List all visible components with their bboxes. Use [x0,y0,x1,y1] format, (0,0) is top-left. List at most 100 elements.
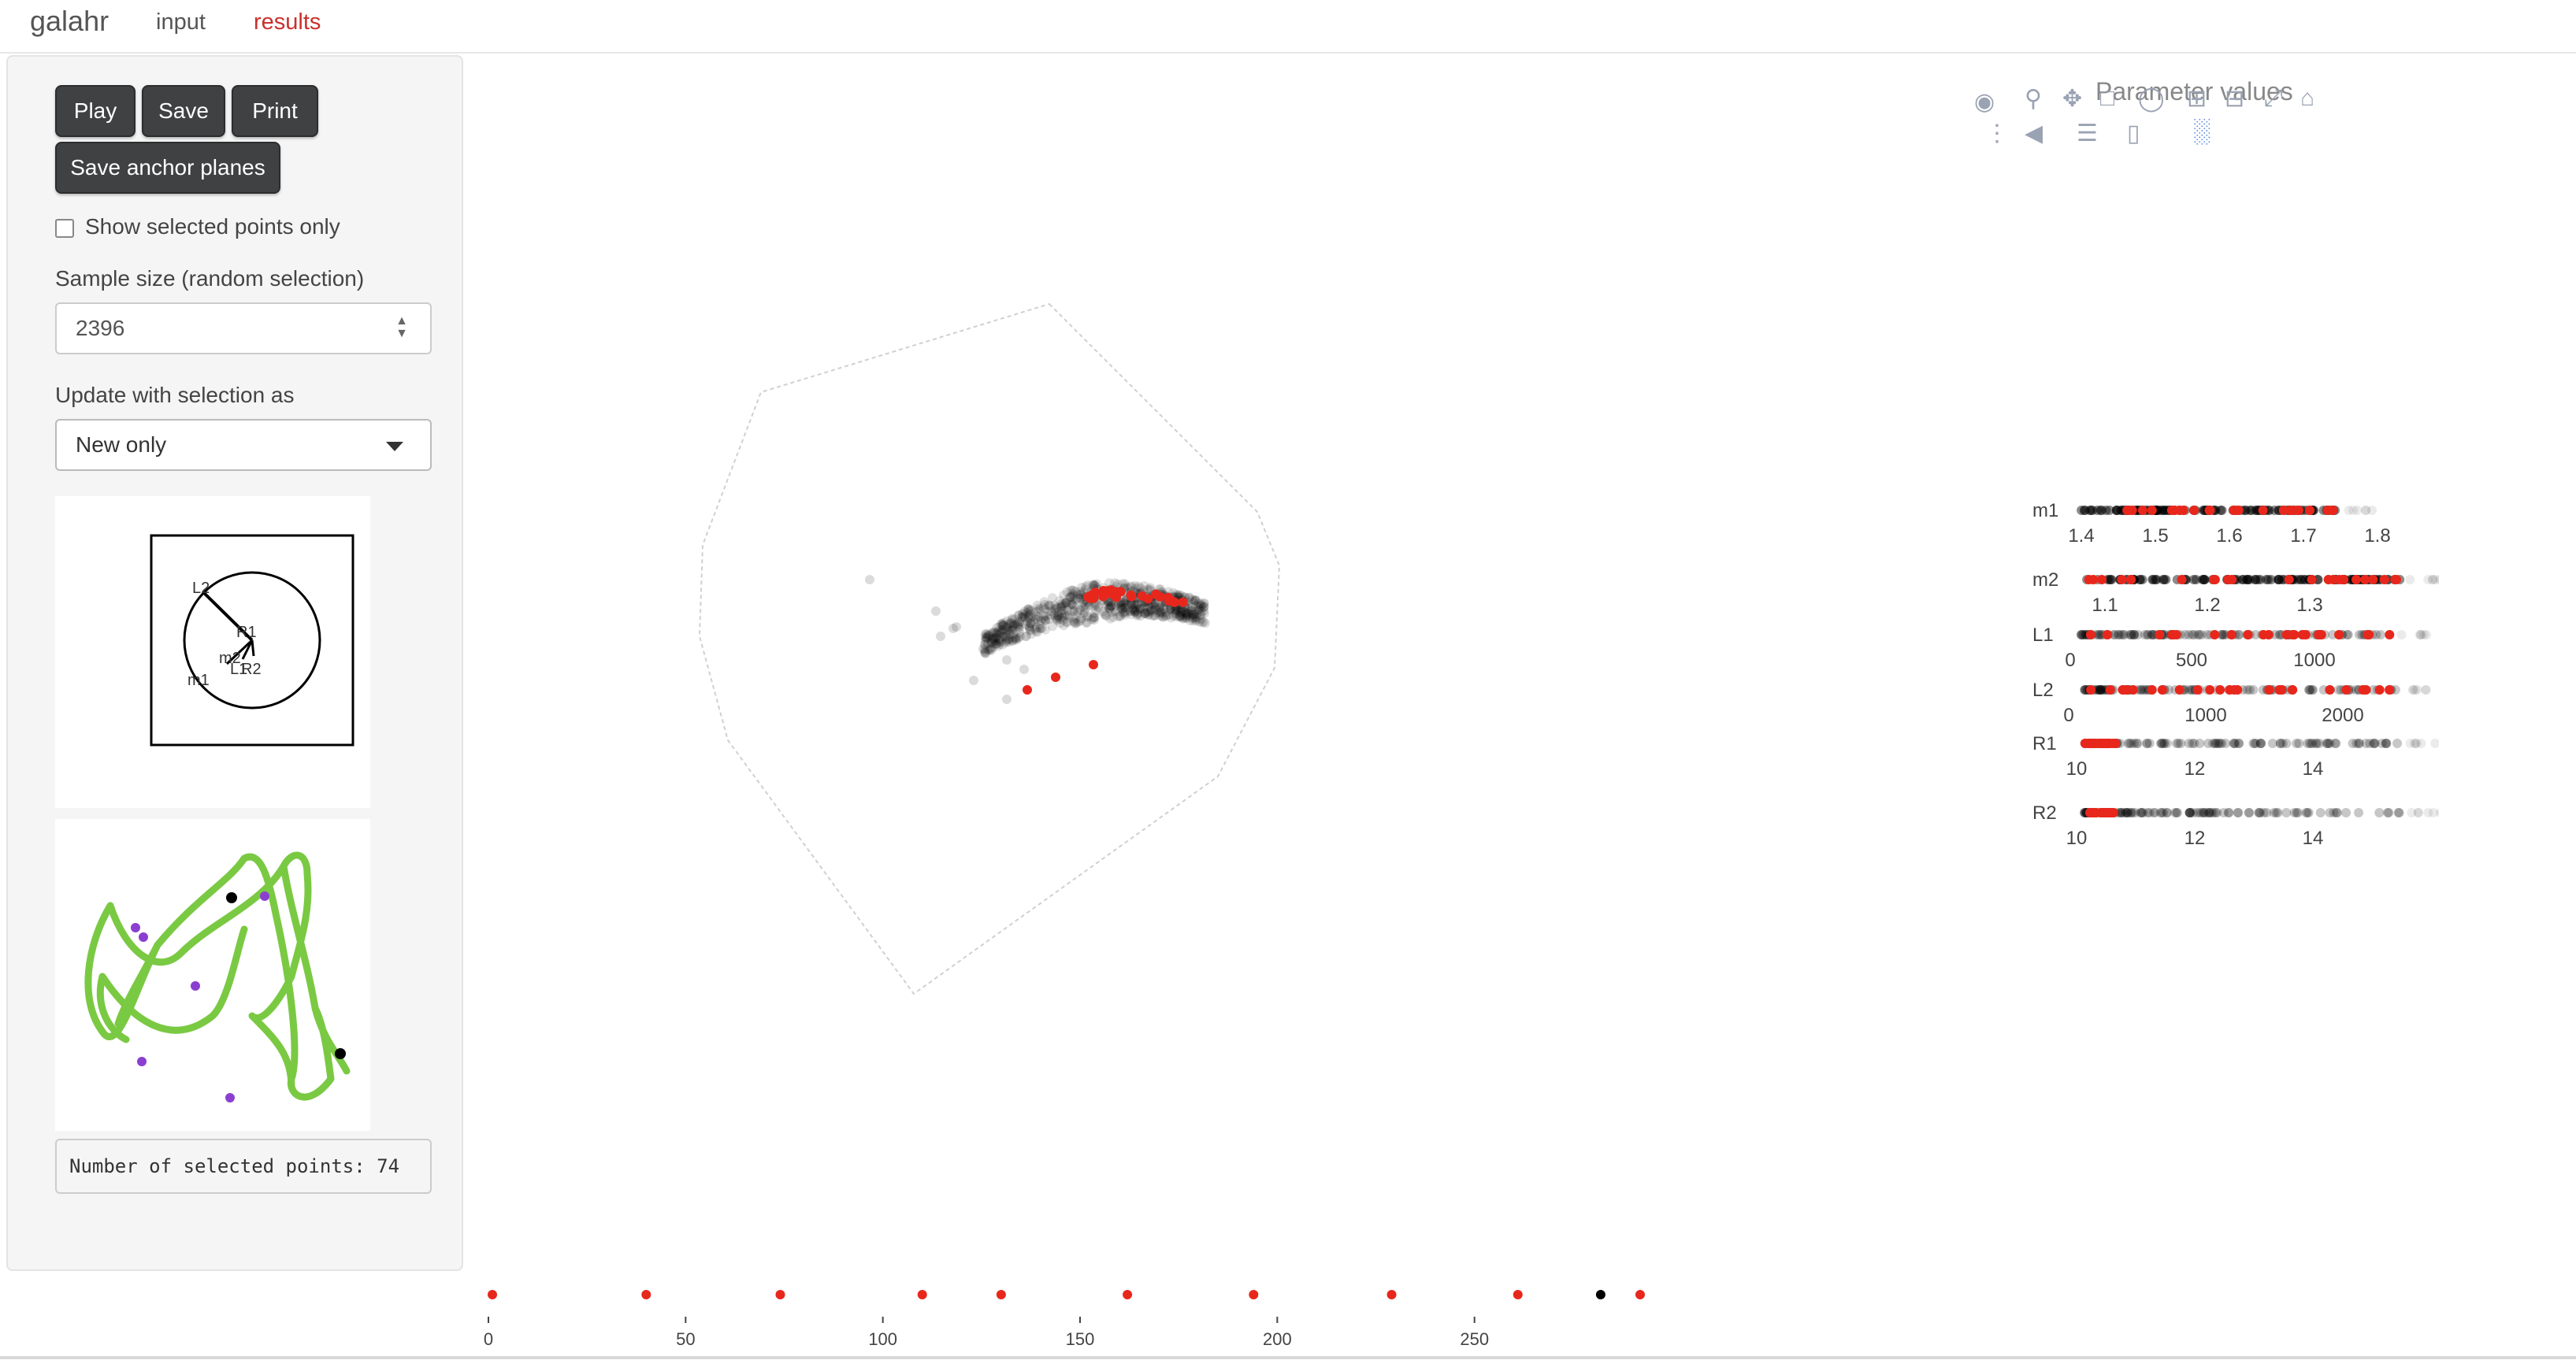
data-point [1149,599,1160,610]
data-point [980,639,990,650]
timeline-anchor-point[interactable] [1249,1290,1259,1299]
projection-plot-panel[interactable] [481,85,1662,1266]
timeline-anchor-point[interactable] [1513,1290,1523,1299]
strip-selected-point [2385,630,2395,639]
data-point [1196,598,1206,609]
strip-point [2191,575,2201,584]
strip-point [2384,808,2394,817]
data-point [1089,608,1100,618]
data-point [981,628,991,639]
timeline-anchor-point[interactable] [1386,1290,1397,1299]
strip-selected-point [2392,575,2402,584]
histogram-icon[interactable]: ░ [2193,118,2210,144]
hover-closest-icon[interactable]: ◀ [2025,120,2043,146]
strip-point [2080,506,2090,515]
data-point [1052,615,1062,625]
strip-selected-point [2385,685,2395,695]
data-point [1078,602,1089,612]
data-point [982,632,991,643]
box-select-icon[interactable]: □ [2100,85,2115,111]
nav-tab-results[interactable]: results [254,9,321,35]
strip-point [2194,630,2204,639]
strip-point [2315,808,2325,817]
strip-point [2158,808,2169,817]
data-point [1127,600,1137,610]
data-point [1015,632,1025,642]
save-anchor-planes-button[interactable]: Save anchor planes [55,142,280,194]
strip-point [2208,739,2218,748]
timeline-panel[interactable]: 0 50 100 150 200 250 [481,1269,1662,1356]
zoom-in-icon[interactable]: ⊞ [2187,86,2207,112]
timeline-plot[interactable]: 0 50 100 150 200 250 [481,1269,1662,1356]
save-button[interactable]: Save [142,85,225,137]
show-selected-checkbox[interactable] [55,219,74,238]
data-point [1196,610,1206,620]
nav-tab-input[interactable]: input [156,9,206,35]
data-point [1177,605,1187,615]
toggle-legend-icon[interactable]: ▯ [2127,120,2140,146]
data-point [1171,608,1181,618]
play-button[interactable]: Play [55,85,135,137]
timeline-anchor-point[interactable] [996,1290,1006,1299]
strip-point [2125,808,2136,817]
projection-plot[interactable] [481,85,1662,1266]
parameter-tick-label: 10 [2066,828,2088,849]
timeline-tick-label: 0 [484,1329,493,1349]
app-brand[interactable]: galahr [30,5,109,37]
strip-point [2129,630,2140,639]
zoom-out-icon[interactable]: ⊟ [2225,86,2245,112]
data-point [1031,611,1041,621]
data-point [1057,609,1067,619]
strip-point [2377,739,2387,748]
zoom-icon[interactable]: ⚲ [2025,86,2042,112]
strip-point [2101,506,2111,515]
parameter-strip-l1 [2077,630,2431,639]
timeline-anchor-point[interactable] [641,1290,651,1299]
pan-icon[interactable]: ✥ [2062,86,2083,112]
strip-point [2099,685,2109,695]
data-point [991,639,1001,650]
timeline-anchor-point[interactable] [775,1290,785,1299]
data-point [936,632,945,641]
timeline-anchor-point[interactable] [1595,1290,1605,1299]
timeline-anchor-point[interactable] [917,1290,927,1299]
strip-selected-point [2204,506,2214,515]
data-point [1044,600,1053,610]
timeline-anchor-point[interactable] [1635,1290,1645,1299]
update-selection-select[interactable]: New only [55,419,432,471]
data-point [1139,609,1149,619]
strip-point [2207,808,2217,817]
timeline-anchor-point[interactable] [488,1290,498,1299]
anchor-point [191,981,200,991]
strip-selected-point [2226,630,2236,639]
autoscale-icon[interactable]: ⤢ [2264,85,2283,111]
data-point [1038,602,1049,613]
camera-icon[interactable]: ◉ [1974,89,1995,115]
number-spinner-icon[interactable]: ▲ ▼ [395,314,408,340]
reset-axes-icon[interactable]: ⌂ [2300,85,2315,111]
spike-lines-icon[interactable]: ⋮ [1985,120,2009,146]
sample-size-input[interactable]: 2396 ▲ ▼ [55,302,432,354]
strip-point [2143,808,2153,817]
hover-compare-icon[interactable]: ☰ [2077,120,2098,146]
lasso-select-icon[interactable]: ◯ [2138,86,2165,112]
strip-selected-point [2314,630,2324,639]
strip-point [2217,739,2227,748]
data-point [1154,602,1164,612]
data-point [1064,613,1075,623]
data-point [987,633,997,643]
data-point [997,621,1008,631]
timeline-anchor-point[interactable] [1123,1290,1133,1299]
strip-point [2274,630,2285,639]
strip-point [2110,630,2120,639]
strip-point [2093,685,2103,695]
strip-point [2281,808,2292,817]
strip-point [2411,739,2421,748]
print-button[interactable]: Print [232,85,318,137]
data-point [1188,610,1198,621]
data-point [984,631,993,641]
data-point [1007,622,1017,632]
data-point [1008,636,1018,647]
data-point [1088,580,1098,590]
data-point [1143,607,1153,617]
